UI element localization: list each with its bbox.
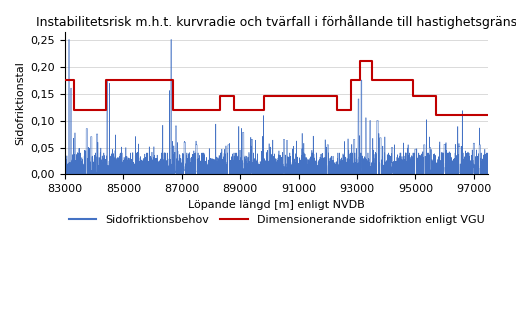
X-axis label: Löpande längd [m] enligt NVDB: Löpande längd [m] enligt NVDB bbox=[188, 200, 365, 210]
Y-axis label: Sidofriktionstal: Sidofriktionstal bbox=[15, 61, 25, 145]
Legend: Sidofriktionsbehov, Dimensionerande sidofriktion enligt VGU: Sidofriktionsbehov, Dimensionerande sido… bbox=[64, 210, 489, 229]
Title: Instabilitetsrisk m.h.t. kurvradie och tvärfall i förhållande till hastighetsgrä: Instabilitetsrisk m.h.t. kurvradie och t… bbox=[36, 15, 516, 29]
